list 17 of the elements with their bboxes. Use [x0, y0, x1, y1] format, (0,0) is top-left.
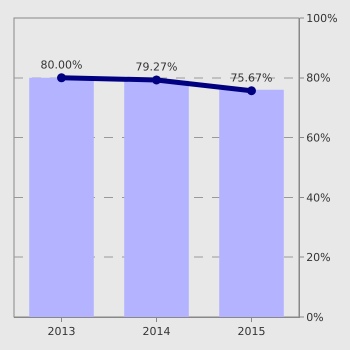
y-tick-label: 0% — [306, 310, 324, 324]
bar — [219, 90, 284, 317]
bar — [29, 78, 94, 317]
data-label: 75.67% — [230, 71, 272, 84]
y-tick-label: 80% — [306, 72, 331, 85]
point — [57, 73, 66, 82]
y-tick-label: 40% — [306, 191, 331, 204]
point — [152, 75, 161, 84]
data-label: 80.00% — [40, 58, 82, 72]
data-label: 79.27% — [136, 60, 178, 74]
x-tick-label: 2014 — [142, 325, 170, 338]
x-tick-label: 2013 — [48, 325, 76, 338]
point — [247, 86, 256, 96]
y-tick-label: 60% — [306, 131, 331, 144]
y-tick-label: 20% — [306, 251, 331, 264]
x-tick-label: 2015 — [238, 325, 266, 338]
y-tick-label: 100% — [306, 12, 338, 25]
